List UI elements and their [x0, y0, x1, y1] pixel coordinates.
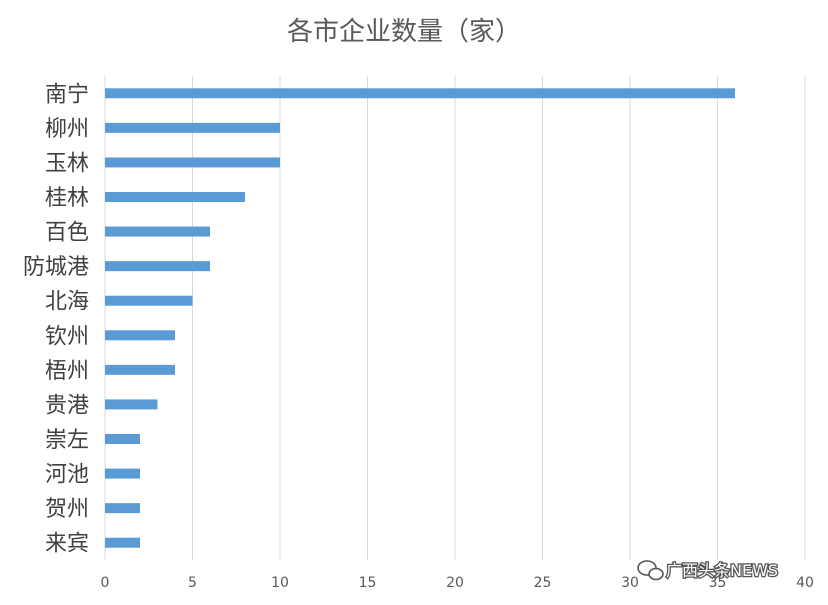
x-tick-label: 0 [101, 575, 110, 591]
x-tick-label: 25 [534, 575, 552, 591]
wechat-bubble-icon [637, 560, 664, 581]
category-label: 贺州 [45, 497, 89, 522]
x-tick-label: 20 [446, 575, 464, 591]
category-label: 来宾 [45, 532, 89, 557]
x-tick-label: 40 [796, 575, 814, 591]
chart-title: 各市企业数量（家） [287, 17, 521, 47]
bar [105, 157, 280, 168]
bar [105, 468, 140, 479]
bar [105, 434, 140, 444]
category-label: 百色 [45, 221, 89, 246]
bar [105, 261, 210, 272]
bar [105, 537, 140, 548]
category-label: 崇左 [45, 428, 89, 453]
bar [105, 192, 245, 202]
category-label: 北海 [45, 290, 89, 315]
x-tick-label: 10 [271, 575, 289, 591]
category-label: 河池 [45, 463, 89, 488]
bar [105, 122, 280, 133]
category-label: 钦州 [45, 324, 89, 349]
category-label: 玉林 [45, 151, 89, 176]
watermark-text: 广西头条NEWS [666, 561, 778, 580]
category-label: 防城港 [23, 255, 89, 280]
bar [105, 295, 193, 306]
x-tick-labels: 0 5 10 15 20 25 30 35 40 [101, 575, 814, 591]
bar [105, 330, 175, 341]
category-label: 南宁 [45, 82, 89, 107]
x-tick-label: 35 [709, 575, 727, 591]
bar [105, 503, 140, 514]
category-label: 贵港 [45, 393, 89, 418]
category-label: 桂林 [45, 186, 89, 211]
x-tick-label: 5 [188, 575, 197, 591]
gridlines [104, 76, 806, 560]
x-tick-label: 15 [359, 575, 377, 591]
bars [105, 88, 735, 548]
bar [105, 88, 735, 99]
bar [105, 364, 175, 375]
bar [105, 226, 210, 237]
category-label: 柳州 [45, 117, 89, 142]
category-label: 梧州 [45, 359, 89, 384]
bar [105, 399, 158, 410]
watermark: 广西头条NEWS [637, 560, 779, 581]
x-tick-label: 30 [621, 575, 639, 591]
